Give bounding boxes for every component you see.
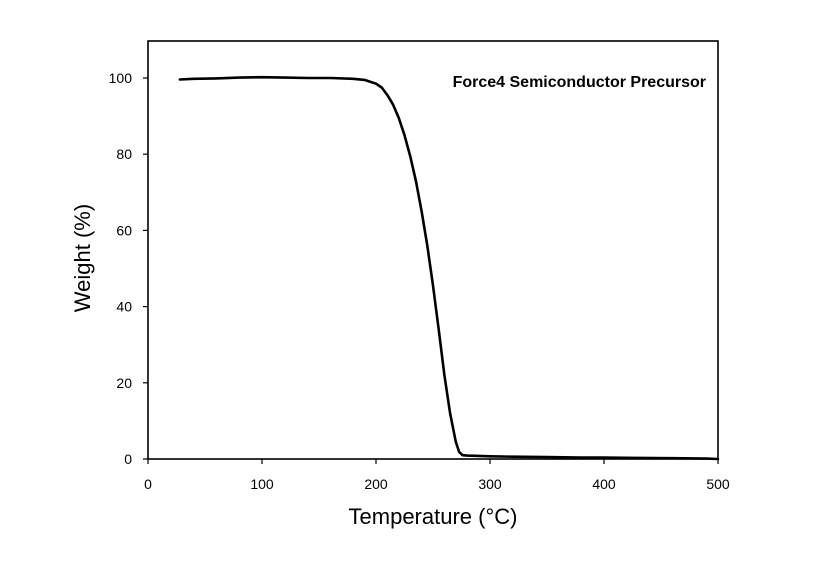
x-tick-label: 300 [478,476,502,492]
y-axis-ticks: 0 20 40 60 80 100 [109,70,148,467]
y-tick-label: 100 [109,70,133,86]
x-tick-label: 500 [706,476,730,492]
plot-frame [147,40,719,460]
x-tick-label: 100 [250,476,274,492]
x-tick-label: 200 [364,476,388,492]
weight-curve-line [178,75,720,461]
y-tick-label: 80 [116,146,132,162]
y-tick-label: 0 [124,451,132,467]
x-axis-title: Temperature (°C) [349,504,518,529]
y-tick-label: 40 [116,299,132,315]
y-tick-label: 20 [116,375,132,391]
x-axis-ticks: 0 100 200 300 400 500 [144,459,730,492]
x-tick-label: 0 [144,476,152,492]
x-tick-label: 400 [592,476,616,492]
chart-annotation: Force4 Semiconductor Precursor [453,74,706,91]
y-axis-title: Weight (%) [70,204,95,312]
y-tick-label: 60 [116,222,132,238]
